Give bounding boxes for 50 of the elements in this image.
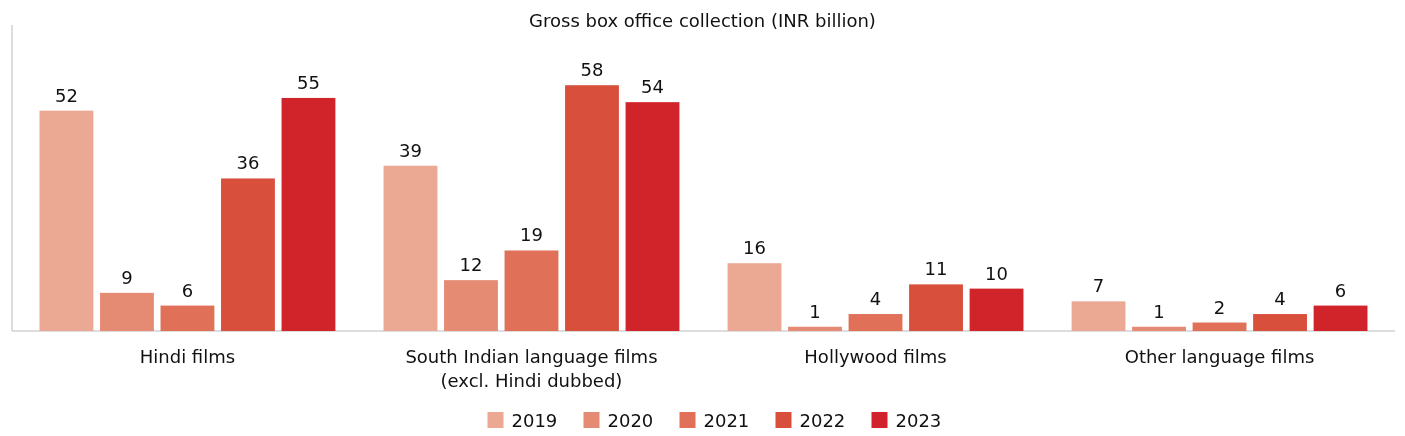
bar (383, 165, 438, 331)
data-label: 1 (1153, 300, 1165, 322)
bar (160, 305, 215, 331)
legend-label: 2023 (895, 410, 942, 431)
bar (1192, 322, 1247, 331)
x-tick-label: Hindi films (139, 346, 236, 367)
data-label: 1 (809, 300, 821, 322)
bar (1132, 326, 1186, 331)
data-label: 10 (985, 262, 1008, 284)
bar (444, 280, 498, 331)
x-tick-label: South Indian language films (excl. Hindi dubbed) (405, 346, 658, 391)
data-label: 6 (181, 279, 194, 301)
data-label: 7 (1092, 275, 1105, 297)
data-label: 54 (641, 76, 664, 98)
data-label: 9 (121, 266, 133, 288)
bar (1313, 305, 1368, 331)
bar (969, 288, 1024, 331)
data-label: 4 (1274, 288, 1286, 310)
bar (625, 102, 680, 331)
bar (1071, 301, 1126, 331)
data-label: 12 (459, 254, 483, 276)
data-label: 2 (1213, 296, 1226, 318)
data-label: 11 (924, 258, 948, 280)
data-label: 6 (1334, 279, 1347, 301)
x-tick-label: Hollywood films (804, 346, 947, 367)
data-label: 36 (236, 152, 260, 174)
data-label: 58 (580, 59, 604, 81)
bar (39, 110, 94, 331)
data-label: 4 (869, 288, 882, 310)
chart-title: Gross box office collection (INR billion) (529, 10, 876, 31)
bar (221, 178, 275, 331)
bar (1253, 314, 1307, 331)
x-tick-label: Other language films (1124, 346, 1315, 367)
legend-label: 2021 (703, 410, 750, 431)
bar (848, 314, 903, 331)
bar (727, 263, 782, 331)
bar (909, 284, 963, 331)
legend-label: 2022 (799, 410, 846, 431)
bar (788, 326, 842, 331)
data-label: 55 (297, 71, 320, 93)
data-label: 52 (54, 84, 78, 106)
bar (281, 97, 336, 331)
legend-label: 2019 (511, 410, 558, 431)
data-label: 39 (399, 139, 422, 161)
bar (565, 85, 619, 331)
legend-label: 2020 (607, 410, 654, 431)
data-label: 16 (743, 237, 766, 259)
data-label: 19 (520, 224, 543, 246)
bar (504, 250, 559, 331)
bar (100, 292, 154, 331)
